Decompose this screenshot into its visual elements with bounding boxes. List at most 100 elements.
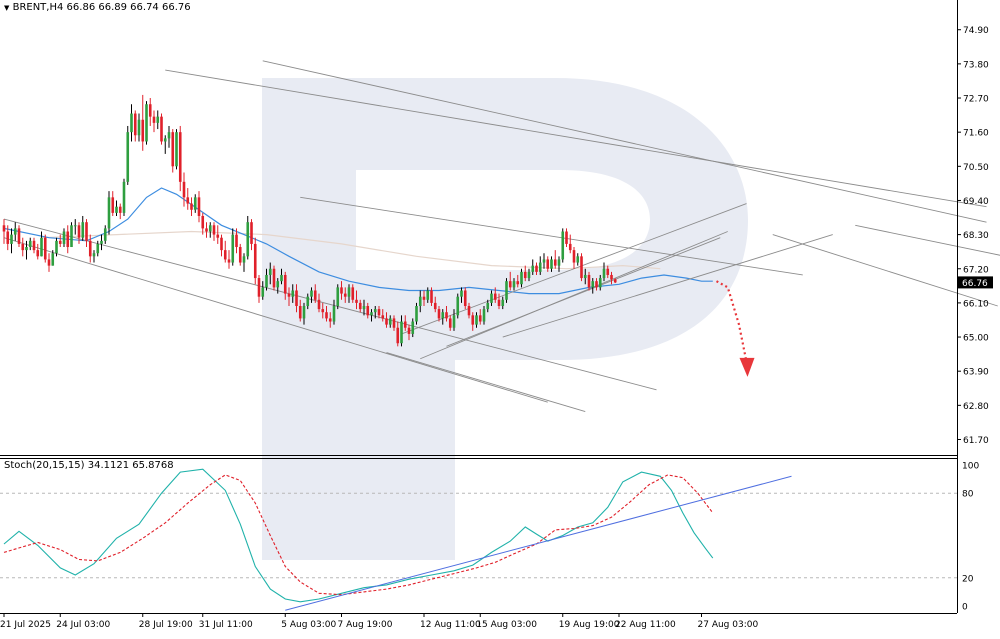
candle	[77, 222, 81, 244]
candle	[238, 243, 242, 266]
candle-body	[591, 281, 595, 288]
stoch-signal-line	[3, 474, 714, 596]
y-tick-label: 66.10	[963, 299, 989, 309]
candle	[497, 293, 501, 310]
candle-body	[411, 321, 415, 334]
candle	[351, 284, 355, 303]
candle-body	[2, 225, 6, 232]
candle-body	[265, 274, 268, 288]
candle-body	[130, 113, 133, 133]
candle-body	[167, 132, 171, 139]
candle	[100, 234, 103, 251]
candle	[205, 222, 208, 238]
candle-body	[250, 222, 253, 244]
candle	[126, 125, 130, 185]
candle-body	[328, 318, 332, 322]
candle	[186, 188, 190, 210]
candle-body	[490, 293, 493, 303]
candle	[276, 278, 280, 294]
candle	[47, 253, 51, 272]
stoch-main-line	[3, 468, 714, 603]
candle	[456, 293, 460, 319]
candle-body	[13, 228, 17, 235]
y-tick-label: 71.60	[963, 129, 989, 139]
candle-body	[433, 302, 437, 310]
candle	[208, 222, 212, 238]
candle	[306, 293, 310, 310]
candle	[422, 290, 426, 306]
candle-body	[32, 240, 36, 251]
candle	[88, 234, 92, 263]
candle	[396, 321, 400, 347]
candle	[118, 203, 122, 220]
y-tick-label: 69.40	[963, 197, 989, 207]
candle	[66, 225, 70, 254]
candle-body	[535, 265, 538, 272]
candle-body	[111, 197, 115, 213]
candle	[10, 228, 13, 254]
candle-body	[580, 256, 583, 279]
candle	[111, 191, 115, 216]
candle-body	[43, 237, 47, 260]
ohlc-values: 66.86 66.89 66.74 66.76	[66, 2, 191, 13]
candle-body	[613, 279, 617, 283]
candle-body	[407, 327, 411, 334]
candle-body	[456, 296, 460, 316]
candle	[216, 225, 220, 244]
candle	[141, 94, 145, 151]
candle	[242, 253, 246, 272]
candle-body	[557, 259, 561, 266]
symbol-timeframe: BRENT,H4	[12, 2, 64, 13]
candle	[227, 250, 231, 269]
candle	[190, 197, 193, 216]
candle-body	[505, 281, 508, 300]
candle	[557, 256, 561, 272]
candle-body	[550, 259, 553, 269]
stoch-title: Stoch(20,15,15)	[4, 460, 85, 471]
candle	[358, 299, 362, 313]
candle	[448, 315, 452, 331]
candle	[460, 287, 463, 303]
candle	[317, 293, 321, 313]
candle-body	[291, 290, 295, 297]
candle	[265, 268, 268, 291]
x-tick-label: 31 Jul 11:00	[199, 620, 253, 630]
candle-body	[66, 231, 70, 248]
candle	[58, 234, 62, 248]
candle	[445, 306, 448, 322]
candle	[610, 271, 613, 285]
dropdown-triangle-icon[interactable]: ▼	[4, 4, 10, 12]
x-tick-label: 28 Jul 19:00	[139, 620, 193, 630]
candle-body	[182, 181, 186, 198]
candle	[223, 240, 227, 263]
candle-body	[347, 287, 351, 297]
candle-body	[471, 315, 475, 325]
candle	[377, 306, 381, 319]
candle	[62, 228, 66, 248]
candle-body	[70, 225, 73, 248]
candle	[332, 299, 336, 325]
candle-body	[96, 243, 100, 254]
candle	[561, 228, 565, 263]
candle	[501, 296, 505, 310]
candle	[178, 125, 182, 192]
candle	[490, 290, 493, 306]
candle-body	[220, 237, 223, 251]
fast-moving-average	[3, 187, 713, 295]
candle-body	[193, 197, 197, 210]
candle	[152, 110, 156, 133]
candle	[508, 271, 512, 291]
candle	[467, 302, 471, 319]
candle	[550, 256, 553, 272]
candle	[175, 129, 178, 170]
candle-body	[516, 281, 520, 285]
candle-body	[497, 299, 501, 306]
stoch-values: 34.1121 65.8768	[87, 460, 174, 471]
candle-body	[527, 271, 531, 279]
candle-body	[396, 327, 400, 344]
candle	[156, 110, 160, 130]
candle-body	[478, 315, 482, 322]
candle-body	[208, 225, 212, 232]
candle-body	[231, 234, 235, 263]
candle-body	[152, 116, 156, 123]
